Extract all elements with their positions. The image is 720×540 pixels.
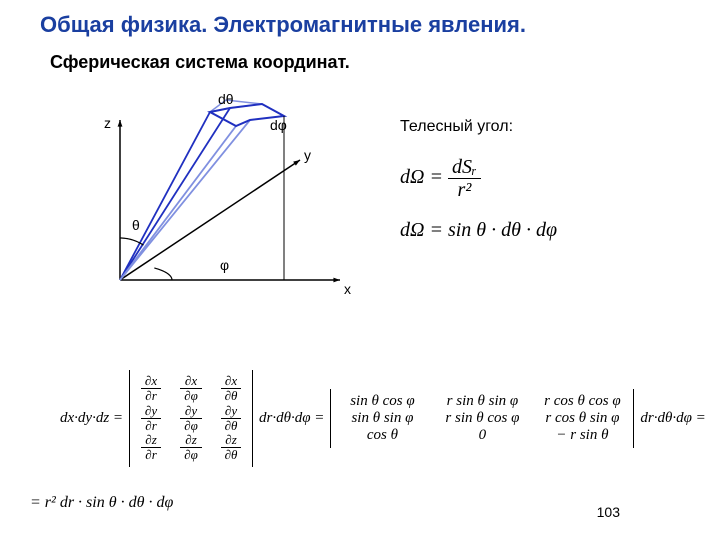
eq1-den: r² xyxy=(448,179,481,201)
spherical-diagram: x z y θ φ dθ dφ xyxy=(40,80,360,340)
jac-lhs: dx·dy·dz = xyxy=(60,410,123,427)
page-number: 103 xyxy=(597,504,620,520)
eq1-num: dSᵣ xyxy=(448,156,481,179)
svg-text:dφ: dφ xyxy=(270,117,287,133)
jac-lastline: = r² dr · sin θ · dθ · dφ xyxy=(30,494,173,512)
page-subtitle: Сферическая система координат. xyxy=(50,52,350,73)
page-title: Общая физика. Электромагнитные явления. xyxy=(40,12,526,38)
eq1-lhs: dΩ = xyxy=(400,166,443,188)
solid-angle-block: Телесный угол: dΩ = dSᵣ r² dΩ = sin θ · … xyxy=(400,118,557,242)
svg-text:y: y xyxy=(304,147,311,163)
svg-text:x: x xyxy=(344,281,351,297)
jacobian-block: dx·dy·dz = ∂x∂r∂x∂φ∂x∂θ∂y∂r∂y∂φ∂y∂θ∂z∂r∂… xyxy=(60,370,706,467)
svg-text:θ: θ xyxy=(132,217,140,233)
solid-angle-label: Телесный угол: xyxy=(400,118,557,136)
solid-angle-eq1: dΩ = dSᵣ r² xyxy=(400,156,557,201)
jac-det1: ∂x∂r∂x∂φ∂x∂θ∂y∂r∂y∂φ∂y∂θ∂z∂r∂z∂φ∂z∂θ xyxy=(129,370,253,467)
jac-det2: sin θ cos φr sin θ sin φr cos θ cos φsin… xyxy=(330,389,634,448)
solid-angle-eq2: dΩ = sin θ · dθ · dφ xyxy=(400,219,557,242)
svg-text:dθ: dθ xyxy=(218,91,234,107)
svg-text:φ: φ xyxy=(220,257,229,273)
svg-text:z: z xyxy=(104,115,111,131)
jac-tail: dr·dθ·dφ = xyxy=(640,410,705,427)
jac-mid: dr·dθ·dφ = xyxy=(259,410,324,427)
